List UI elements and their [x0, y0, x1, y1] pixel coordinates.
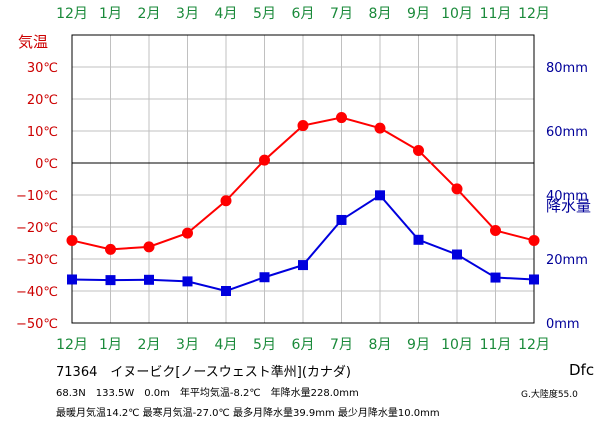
temperature-point: [143, 241, 155, 253]
temperature-tick-label: 20℃: [27, 93, 58, 108]
precipitation-point: [105, 275, 116, 286]
month-labels-bottom: 12月 1月 2月 3月 4月 5月 6月 7月 8月 9月 10月 11月 12月: [56, 337, 550, 353]
temperature-series: [66, 112, 540, 255]
precipitation-point: [144, 274, 154, 285]
temperature-axis-ticks: 30℃ 20℃ 10℃ 0℃ −10℃ −20℃ −30℃ −40℃ −50℃: [16, 61, 58, 332]
temperature-point: [259, 154, 270, 166]
month-label-bottom: 11月: [480, 337, 512, 353]
precipitation-point: [67, 274, 77, 285]
month-label-bottom: 4月: [215, 337, 238, 353]
precipitation-tick-label: 20mm: [546, 253, 588, 268]
temperature-tick-label: 0℃: [35, 157, 58, 172]
precipitation-point: [375, 190, 385, 201]
temperature-tick-label: 30℃: [27, 61, 58, 76]
station-info-line2: 最暖月気温14.2℃ 最寒月気温-27.0℃ 最多月降水量39.9mm 最少月降…: [56, 408, 440, 419]
month-label-bottom: 12月: [518, 337, 550, 353]
temperature-tick-label: −40℃: [16, 285, 58, 300]
temperature-point: [336, 112, 347, 124]
temperature-point: [374, 122, 386, 134]
temperature-axis-title: 気温: [18, 33, 48, 51]
month-label-bottom: 7月: [330, 337, 353, 353]
month-label-top: 12月: [518, 6, 550, 22]
month-label-top: 1月: [99, 6, 122, 22]
precipitation-series: [67, 190, 539, 296]
temperature-point: [297, 120, 309, 132]
temperature-point: [528, 234, 540, 246]
month-label-top: 4月: [215, 6, 238, 22]
month-label-bottom: 1月: [99, 337, 122, 353]
plot-frame: [71, 34, 535, 324]
temperature-tick-label: −10℃: [16, 189, 58, 204]
month-labels-top: 12月 1月 2月 3月 4月 5月 6月 7月 8月 9月 10月 11月 12月: [56, 6, 550, 22]
precipitation-point: [452, 249, 462, 260]
precipitation-point: [413, 234, 424, 245]
precipitation-point: [182, 276, 193, 287]
precipitation-axis-ticks: 80mm 60mm 40mm 20mm 0mm: [546, 61, 588, 332]
precipitation-point: [529, 274, 539, 285]
month-label-top: 11月: [480, 6, 512, 22]
station-name: 71364 イヌービク[ノースウェスト準州](カナダ): [56, 365, 351, 380]
precipitation-tick-label: 40mm: [546, 189, 588, 204]
precipitation-point: [336, 214, 347, 225]
precipitation-point: [259, 272, 270, 283]
month-label-top: 7月: [330, 6, 353, 22]
month-label-top: 9月: [407, 6, 430, 22]
temperature-point: [220, 195, 232, 207]
plot-border: [71, 34, 535, 324]
temperature-point: [182, 227, 193, 239]
month-label-top: 12月: [56, 6, 88, 22]
precipitation-tick-label: 0mm: [546, 317, 580, 332]
precipitation-axis-title: 降水量: [546, 197, 591, 215]
month-label-bottom: 8月: [369, 337, 392, 353]
month-label-top: 6月: [292, 6, 315, 22]
precipitation-point: [221, 286, 231, 296]
temperature-point: [105, 243, 116, 255]
month-label-top: 3月: [176, 6, 199, 22]
temperature-point: [490, 225, 501, 237]
temperature-tick-label: −50℃: [16, 317, 58, 332]
month-label-top: 2月: [138, 6, 161, 22]
temperature-point: [66, 234, 78, 246]
precipitation-tick-label: 80mm: [546, 61, 588, 76]
temperature-tick-label: −30℃: [16, 253, 58, 268]
month-label-top: 10月: [441, 6, 473, 22]
month-label-bottom: 12月: [56, 337, 88, 353]
month-label-top: 5月: [253, 6, 276, 22]
station-info-line1: 68.3N 133.5W 0.0m 年平均気温-8.2℃ 年降水量228.0mm: [56, 388, 359, 399]
month-label-top: 8月: [369, 6, 392, 22]
month-label-bottom: 2月: [138, 337, 161, 353]
precipitation-point: [298, 260, 308, 271]
precipitation-tick-label: 60mm: [546, 125, 588, 140]
climate-classification: G.大陸度55.0: [521, 390, 578, 400]
month-label-bottom: 6月: [292, 337, 315, 353]
climate-code: Dfc: [569, 361, 595, 379]
month-label-bottom: 5月: [253, 337, 276, 353]
temperature-tick-label: −20℃: [16, 221, 58, 236]
temperature-point: [451, 183, 463, 195]
temperature-point: [413, 145, 424, 157]
temperature-tick-label: 10℃: [27, 125, 58, 140]
precipitation-point: [490, 272, 501, 283]
month-label-bottom: 10月: [441, 337, 473, 353]
month-label-bottom: 3月: [176, 337, 199, 353]
month-label-bottom: 9月: [407, 337, 430, 353]
